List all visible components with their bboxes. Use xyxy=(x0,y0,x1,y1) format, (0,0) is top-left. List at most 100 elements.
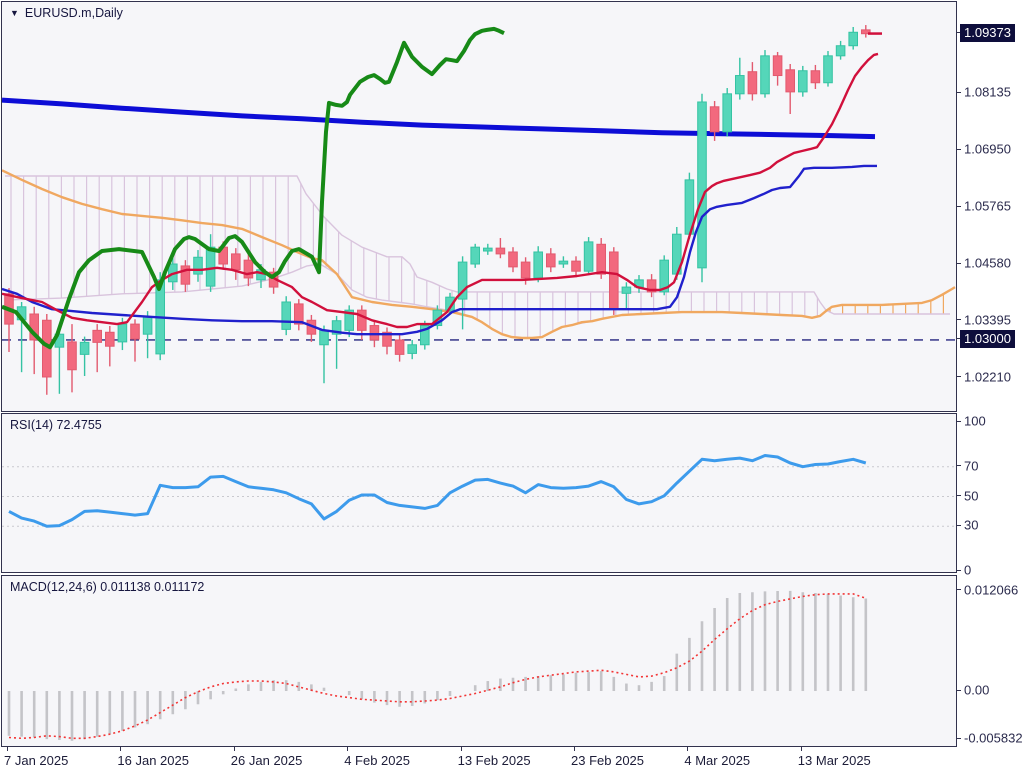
macd-axis-label: 0.012066 xyxy=(964,582,1019,598)
candle-body xyxy=(420,325,430,346)
rsi-axis-label: 100 xyxy=(964,413,986,429)
date-label: 13 Mar 2025 xyxy=(797,753,871,768)
candle-body xyxy=(231,253,241,271)
price-axis-label: 1.03000 xyxy=(960,329,1015,348)
macd-signal-line xyxy=(8,593,867,740)
candle-body xyxy=(785,69,796,93)
price-chart-panel[interactable]: ▼ EURUSD.m,Daily xyxy=(1,1,957,412)
date-tick xyxy=(574,747,575,751)
candle-body xyxy=(848,31,859,47)
rsi-indicator-panel[interactable]: RSI(14) 72.4755 xyxy=(1,413,957,573)
candle-body xyxy=(520,261,531,279)
date-tick xyxy=(460,747,462,751)
candle-body xyxy=(722,93,733,133)
candlestick-chart[interactable] xyxy=(2,2,956,411)
price-axis-label: 1.03395 xyxy=(964,312,1011,328)
candle-body xyxy=(319,329,329,346)
price-axis-label-tick xyxy=(957,32,961,34)
macd-axis-label-tick xyxy=(957,689,961,691)
date-label: 7 Jan 2025 xyxy=(4,753,69,768)
price-axis-label-tick xyxy=(957,262,961,264)
date-tick xyxy=(233,747,235,751)
price-axis-label-tick xyxy=(957,319,961,321)
candle-body xyxy=(533,251,544,279)
rsi-line xyxy=(8,454,867,528)
candle-body xyxy=(798,70,808,93)
candle-body xyxy=(709,106,720,133)
candle-body xyxy=(483,247,493,252)
candle-body xyxy=(79,341,90,355)
macd-indicator-panel[interactable]: MACD(12,24,6) 0.011138 0.011172 xyxy=(1,575,957,747)
date-tick xyxy=(800,747,802,751)
candle-body xyxy=(105,331,115,347)
rsi-axis-label: 70 xyxy=(964,458,979,474)
price-axis-label-tick xyxy=(957,91,961,93)
rsi-axis-label-tick xyxy=(957,495,961,496)
price-axis[interactable]: 1.09373 1.08135 1.06950 1.05765 1.04580 1.033… xyxy=(957,0,1024,747)
rsi-chart[interactable] xyxy=(2,414,956,572)
candle-body xyxy=(357,309,367,331)
price-axis-label-tick xyxy=(957,376,961,378)
macd-axis-label-tick xyxy=(957,737,961,739)
candle-body xyxy=(760,55,770,95)
candle-body xyxy=(558,260,569,265)
macd-axis-label-tick xyxy=(957,589,961,591)
rsi-axis-label-tick xyxy=(957,465,961,467)
price-axis-label-tick xyxy=(957,338,961,340)
candle-body xyxy=(205,246,216,287)
candle-body xyxy=(193,256,203,275)
candle-body xyxy=(331,320,342,335)
price-axis-label: 1.05765 xyxy=(964,198,1011,214)
candle-body xyxy=(747,71,758,95)
candle-body xyxy=(861,29,871,35)
candle-body xyxy=(810,70,821,84)
candle-body xyxy=(470,246,480,265)
date-label: 16 Jan 2025 xyxy=(117,753,189,768)
green-overlay-line xyxy=(2,26,505,350)
kijun-sen-line xyxy=(2,164,877,336)
candle-body xyxy=(294,303,304,325)
date-label: 26 Jan 2025 xyxy=(230,753,303,768)
tenkan-sen-line xyxy=(2,52,879,329)
date-label: 4 Mar 2025 xyxy=(684,753,751,768)
rsi-axis-label: 50 xyxy=(964,488,979,503)
candle-body xyxy=(369,325,380,341)
price-axis-label: 1.02210 xyxy=(964,369,1011,385)
date-tick xyxy=(7,747,8,751)
candle-body xyxy=(508,251,518,268)
date-label: 23 Feb 2025 xyxy=(571,753,645,768)
macd-chart[interactable] xyxy=(2,576,956,746)
candle-body xyxy=(546,253,556,268)
candle-body xyxy=(772,55,783,77)
candle-body xyxy=(67,341,77,371)
rsi-axis-label: 30 xyxy=(964,517,979,533)
rsi-axis-label-tick xyxy=(957,569,961,571)
date-axis[interactable]: 7 Jan 2025 16 Jan 2025 26 Jan 2025 4 Feb 20… xyxy=(0,747,1024,773)
date-tick xyxy=(120,747,122,751)
macd-axis-label: 0.00 xyxy=(964,682,990,698)
candle-body xyxy=(621,286,632,294)
candle-body xyxy=(92,329,103,343)
candle-body xyxy=(697,101,707,269)
date-label: 4 Feb 2025 xyxy=(344,753,410,768)
date-tick xyxy=(347,747,349,751)
price-axis-label-tick xyxy=(957,205,961,207)
candle-body xyxy=(130,323,140,340)
rsi-axis-label-tick xyxy=(957,420,961,422)
price-axis-label: 1.04580 xyxy=(964,255,1011,271)
candle-body xyxy=(596,243,607,275)
candle-body xyxy=(646,279,657,293)
candle-body xyxy=(281,301,291,330)
candle-body xyxy=(117,323,128,343)
candle-body xyxy=(457,261,468,300)
candle-body xyxy=(344,309,354,331)
candle-body xyxy=(583,241,594,272)
candle-body xyxy=(243,259,254,279)
candle-body xyxy=(445,296,455,311)
candle-body xyxy=(495,247,506,255)
candle-body xyxy=(382,331,392,347)
price-axis-label-tick xyxy=(957,148,961,150)
price-axis-label: 1.09373 xyxy=(960,23,1015,42)
candle-body xyxy=(659,259,670,293)
